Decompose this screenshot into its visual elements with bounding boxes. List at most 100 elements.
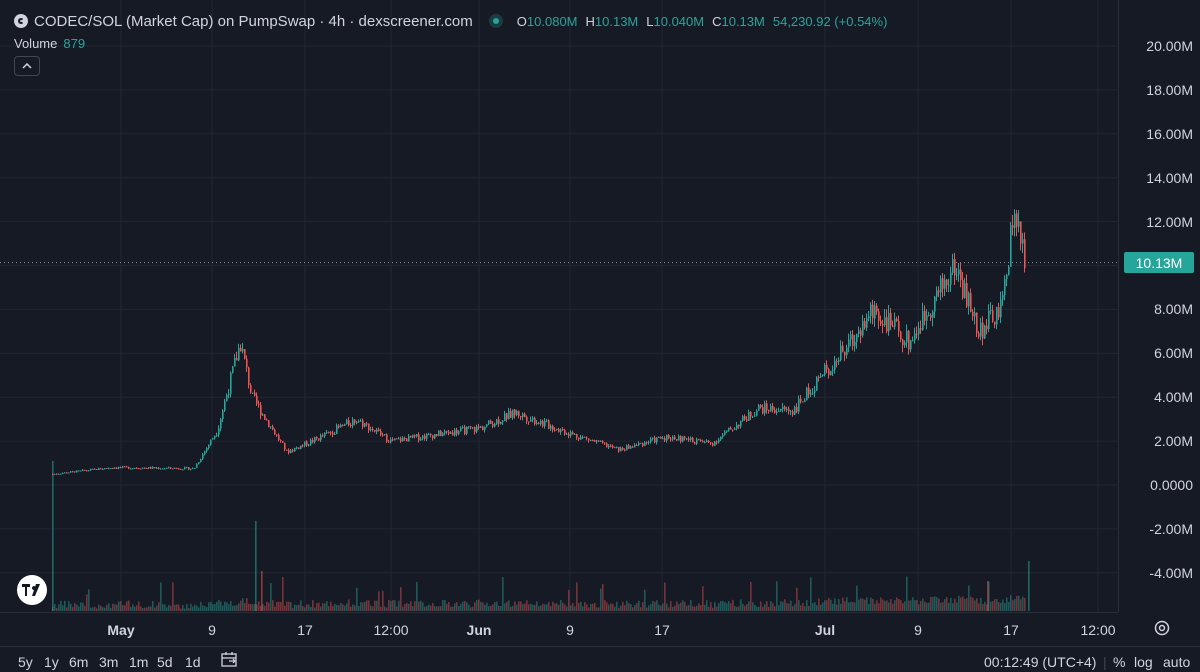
range-button-6m[interactable]: 6m (69, 654, 89, 670)
log-toggle[interactable]: log (1134, 654, 1153, 670)
candle-body (276, 434, 278, 436)
candle-body (640, 442, 642, 444)
volume-bar (842, 597, 844, 611)
volume-bar (216, 601, 218, 611)
candle-body (984, 325, 986, 339)
grid (0, 0, 1118, 612)
candle-body (144, 467, 146, 469)
volume-bar (760, 601, 762, 611)
volume-bar (562, 602, 564, 611)
candle-body (140, 468, 142, 470)
volume-bar (244, 603, 246, 611)
candle-body (350, 425, 352, 427)
candle-body (210, 439, 212, 445)
volume-bar (942, 602, 944, 611)
volume-bar (528, 604, 530, 611)
candle-body (810, 393, 812, 395)
volume-bar (1024, 597, 1026, 611)
volume-bar (460, 603, 462, 611)
calendar-icon[interactable] (221, 651, 239, 667)
chart-area[interactable] (0, 0, 1118, 612)
candle-body (634, 444, 636, 448)
volume-bar (746, 604, 748, 611)
volume-bar (380, 607, 382, 611)
volume-bar (224, 601, 226, 611)
candle-body (470, 426, 472, 428)
tradingview-logo-icon[interactable] (17, 575, 47, 605)
collapse-legend-button[interactable] (14, 56, 40, 76)
volume-bar (752, 602, 754, 611)
volume-bar (824, 600, 826, 611)
candle-body (174, 468, 176, 470)
volume-bar (496, 601, 498, 611)
candle-body (948, 284, 950, 286)
volume-bar (400, 587, 402, 611)
candle-body (248, 367, 250, 386)
percent-toggle[interactable]: % (1113, 654, 1126, 670)
volume-bar (638, 600, 640, 611)
candle-body (432, 435, 434, 439)
volume-bar (612, 603, 614, 611)
volume-bar (858, 599, 860, 611)
candle-body (322, 435, 324, 437)
candle-body (636, 444, 638, 446)
volume-bar (74, 603, 76, 611)
candle-body (916, 333, 918, 335)
settings-icon[interactable] (1153, 619, 1171, 637)
volume-bar (98, 604, 100, 611)
candle-body (72, 471, 74, 473)
volume-bar (932, 596, 934, 611)
volume-bar (878, 603, 880, 611)
candle-body (218, 428, 220, 435)
current-time[interactable]: 00:12:49 (UTC+4) (984, 654, 1097, 670)
time-tick-label: May (107, 622, 135, 638)
volume-bar (782, 601, 784, 611)
candle-body (302, 445, 304, 447)
candle-body (774, 409, 776, 413)
volume-bar (124, 605, 126, 611)
time-axis[interactable]: May 9 17 12:00 Jun 9 17 Jul 9 17 12:00 (0, 612, 1118, 647)
range-button-1d[interactable]: 1d (185, 654, 201, 670)
volume-bar (902, 602, 904, 611)
range-button-5y[interactable]: 5y (18, 654, 33, 670)
volume-bar (784, 599, 786, 611)
price-axis[interactable]: 20.00M18.00M16.00M14.00M12.00M10.00M8.00… (1118, 0, 1200, 612)
volume-bar (572, 603, 574, 611)
volume-bar (976, 598, 978, 611)
candle-body (326, 432, 328, 434)
candle-body (136, 468, 138, 470)
auto-toggle[interactable]: auto (1163, 654, 1191, 670)
volume-bar (596, 607, 598, 611)
volume-bar (614, 606, 616, 611)
volume-bar (956, 602, 958, 611)
range-button-1y[interactable]: 1y (44, 654, 59, 670)
volume-bar (186, 603, 188, 611)
volume-bar (390, 601, 392, 611)
candle-body (300, 445, 302, 449)
candle-body (892, 325, 894, 327)
range-button-5d[interactable]: 5d (157, 654, 173, 670)
volume-bar (464, 601, 466, 611)
volume-bar (1000, 602, 1002, 611)
volume-bar (272, 600, 274, 611)
volume-bar (754, 604, 756, 611)
candle-body (680, 435, 682, 442)
candle-body (848, 339, 850, 348)
volume-bar (314, 607, 316, 611)
volume-bar (874, 603, 876, 611)
volume-bar (1016, 596, 1018, 611)
candle-body (288, 449, 290, 454)
candlestick-chart[interactable] (0, 0, 1118, 612)
candle-body (236, 358, 238, 361)
volume-bar (296, 605, 298, 611)
candle-body (270, 426, 272, 428)
candle-body (390, 439, 392, 443)
volume-bar (730, 603, 732, 611)
volume-bar (322, 603, 324, 611)
volume-bar (176, 604, 178, 611)
volume-bar (206, 607, 208, 611)
volume-bar (544, 604, 546, 611)
range-button-1m[interactable]: 1m (129, 654, 149, 670)
candle-body (940, 278, 942, 293)
range-button-3m[interactable]: 3m (99, 654, 119, 670)
